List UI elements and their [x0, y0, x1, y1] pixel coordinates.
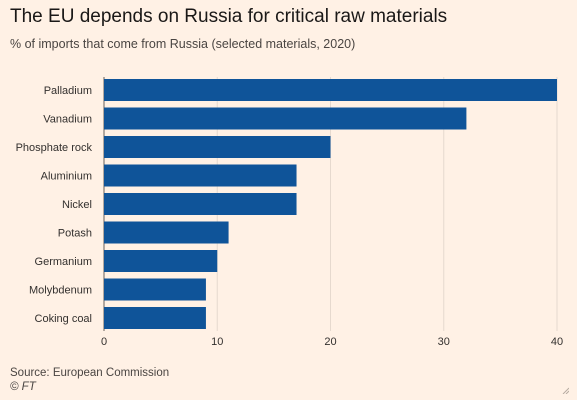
category-label: Potash [58, 228, 92, 240]
category-label: Coking coal [35, 313, 92, 325]
bar-aluminium [104, 164, 297, 187]
x-tick-label: 10 [211, 336, 223, 348]
bar-nickel [104, 193, 297, 215]
category-label: Vanadium [43, 114, 92, 126]
category-label: Phosphate rock [16, 142, 93, 154]
x-tick-label: 30 [438, 336, 450, 348]
chart-title: The EU depends on Russia for critical ra… [10, 6, 448, 27]
x-tick-label: 20 [324, 336, 336, 348]
bar-germanium [104, 250, 218, 272]
category-label: Palladium [44, 85, 92, 97]
bar-palladium [104, 79, 557, 101]
bar-molybdenum [104, 278, 206, 301]
category-label: Germanium [35, 256, 92, 268]
bar-phosphate-rock [104, 136, 331, 158]
category-label: Molybdenum [29, 285, 92, 297]
bar-vanadium [104, 107, 467, 130]
label-layer: 0 10 20 30 40 Palladium Vanadium Phosphate rock… [16, 85, 564, 348]
bar-coking-coal [104, 307, 206, 329]
x-tick-label: 0 [101, 336, 107, 348]
category-label: Aluminium [41, 171, 92, 183]
category-label: Nickel [62, 199, 92, 211]
source-note: Source: European Commission [10, 367, 170, 379]
x-tick-label: 40 [551, 336, 563, 348]
bar-layer [104, 79, 557, 329]
ft-credit: © FT [10, 381, 36, 393]
chart-subtitle: % of imports that come from Russia (sele… [10, 37, 356, 51]
bar-potash [104, 221, 229, 244]
resize-grip-icon [562, 387, 569, 394]
